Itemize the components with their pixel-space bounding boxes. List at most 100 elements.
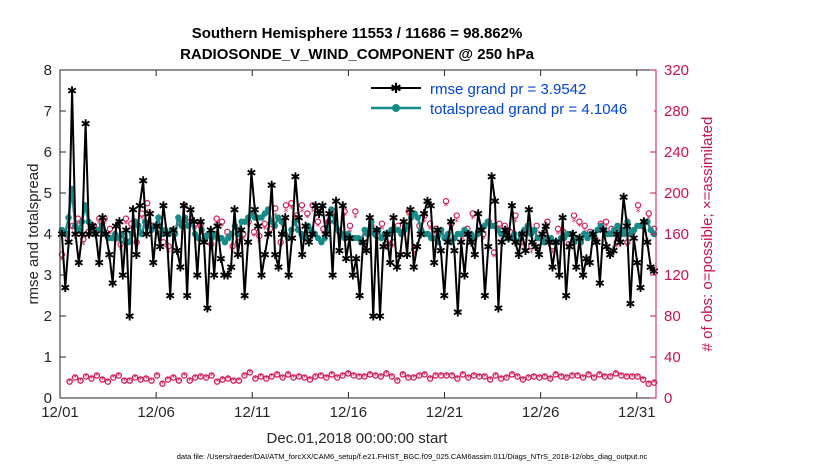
obs-assimilated-low-marker: * <box>554 370 558 379</box>
rmse-point: ✱ <box>500 223 510 237</box>
rmse-point: ✱ <box>612 228 622 242</box>
obs-assimilated-low-marker: * <box>576 371 580 380</box>
rmse-point: ✱ <box>608 244 618 258</box>
obs-possible-low-marker <box>596 371 603 378</box>
rmse-point: ✱ <box>233 248 243 262</box>
obs-assimilated-low-marker: * <box>395 377 399 386</box>
obs-assimilated-marker: * <box>300 208 305 218</box>
obs-assimilated-low-marker: * <box>346 369 350 378</box>
obs-possible-low-marker <box>486 376 494 383</box>
rmse-point: ✱ <box>338 199 348 213</box>
rmse-point: ✱ <box>192 269 202 283</box>
rmse-point: ✱ <box>321 228 331 242</box>
obs-assimilated-low-marker: * <box>89 375 93 384</box>
obs-possible-marker <box>453 212 460 219</box>
rmse-point: ✱ <box>592 236 602 250</box>
obs-possible-marker <box>634 202 642 209</box>
obs-assimilated-low-marker: * <box>319 371 323 380</box>
rmse-point: ✱ <box>311 199 321 213</box>
y-tick-label: 6 <box>44 144 52 161</box>
rmse-point: ✱ <box>497 236 507 250</box>
rmse-point: ✱ <box>460 269 470 283</box>
obs-possible-low-marker <box>481 373 488 380</box>
obs-assimilated-low-marker: * <box>286 370 290 379</box>
rmse-point: ✱ <box>209 269 219 283</box>
rmse-point: ✱ <box>307 228 317 242</box>
rmse-point: ✱ <box>257 269 267 283</box>
obs-assimilated-marker: * <box>305 214 310 224</box>
obs-assimilated-low-marker: * <box>434 371 438 380</box>
rmse-point: ✱ <box>409 260 419 274</box>
obs-possible-low-marker <box>82 373 90 380</box>
rmse-point: ✱ <box>175 260 185 274</box>
y2-tick-label: 0 <box>664 390 672 407</box>
obs-assimilated-low-marker: * <box>100 376 104 385</box>
x-tick-label: 12/06 <box>137 404 175 421</box>
rmse-point: ✱ <box>605 248 615 262</box>
obs-possible-low-marker <box>268 373 275 380</box>
rmse-point: ✱ <box>223 269 233 283</box>
rmse-point: ✱ <box>331 195 341 209</box>
obs-assimilated-low-marker: * <box>543 372 547 381</box>
obs-assimilated-low-marker: * <box>133 374 137 383</box>
obs-assimilated-marker: * <box>417 228 422 238</box>
obs-possible-low-marker <box>148 377 155 384</box>
rmse-point: ✱ <box>118 269 128 283</box>
obs-assimilated-low-marker: * <box>160 380 164 389</box>
obs-possible-marker <box>442 197 450 205</box>
rmse-point: ✱ <box>483 240 493 254</box>
obs-assimilated-marker: * <box>145 208 150 218</box>
rmse-point: ✱ <box>463 228 473 242</box>
rmse-point: ✱ <box>473 207 483 221</box>
rmse-point: ✱ <box>622 219 632 233</box>
rmse-point: ✱ <box>91 228 101 242</box>
rmse-point: ✱ <box>202 301 212 315</box>
obs-assimilated-marker: * <box>604 222 609 232</box>
x-tick-label: 12/01 <box>41 404 79 421</box>
rmse-point: ✱ <box>639 215 649 229</box>
y2-tick-label: 200 <box>664 185 689 202</box>
y2-tick-label: 280 <box>664 103 689 120</box>
obs-assimilated-marker: * <box>172 236 177 246</box>
obs-assimilated-marker: * <box>353 214 358 224</box>
obs-assimilated-low-marker: * <box>450 371 454 380</box>
obs-assimilated-low-marker: * <box>619 371 623 380</box>
y2-tick-label: 160 <box>664 226 689 243</box>
totalspread-point <box>531 226 538 234</box>
obs-assimilated-marker: * <box>161 243 166 253</box>
rmse-point: ✱ <box>290 170 300 184</box>
rmse-point: ✱ <box>598 223 608 237</box>
obs-assimilated-low-marker: * <box>237 377 241 386</box>
obs-possible-low-marker <box>131 374 139 381</box>
obs-assimilated-marker: * <box>310 208 315 218</box>
obs-possible-marker <box>266 225 274 233</box>
obs-possible-low-marker <box>263 375 270 382</box>
y-tick-label: 8 <box>44 62 52 79</box>
rmse-point: ✱ <box>368 310 378 324</box>
rmse-point: ✱ <box>504 232 514 246</box>
totalspread-point <box>75 226 82 234</box>
obs-possible-low-marker <box>388 373 396 380</box>
obs-assimilated-marker: * <box>316 222 321 232</box>
rmse-point: ✱ <box>490 195 500 209</box>
obs-assimilated-low-marker: * <box>455 375 459 384</box>
obs-assimilated-marker: * <box>438 233 443 243</box>
rmse-point: ✱ <box>568 228 578 242</box>
y-axis-right: 0 40 80 120 160 200 240 280 320 <box>650 62 689 407</box>
rmse-point: ✱ <box>128 203 138 217</box>
obs-possible-low-marker <box>202 374 210 381</box>
legend-spread-marker <box>392 104 400 112</box>
obs-possible-low-marker <box>257 373 265 380</box>
rmse-point: ✱ <box>328 269 338 283</box>
rmse-point: ✱ <box>64 236 74 250</box>
obs-assimilated-low-marker: * <box>292 374 296 383</box>
rmse-point: ✱ <box>453 305 463 319</box>
obs-assimilated-low-marker: * <box>106 378 110 387</box>
rmse-point: ✱ <box>429 256 439 270</box>
obs-assimilated-low-marker: * <box>636 372 640 381</box>
obs-assimilated-low-marker: * <box>182 371 186 380</box>
obs-assimilated-low-marker: * <box>428 375 432 384</box>
rmse-point: ✱ <box>571 260 581 274</box>
obs-assimilated-low-marker: * <box>406 374 410 383</box>
obs-possible-low-marker <box>519 376 527 383</box>
